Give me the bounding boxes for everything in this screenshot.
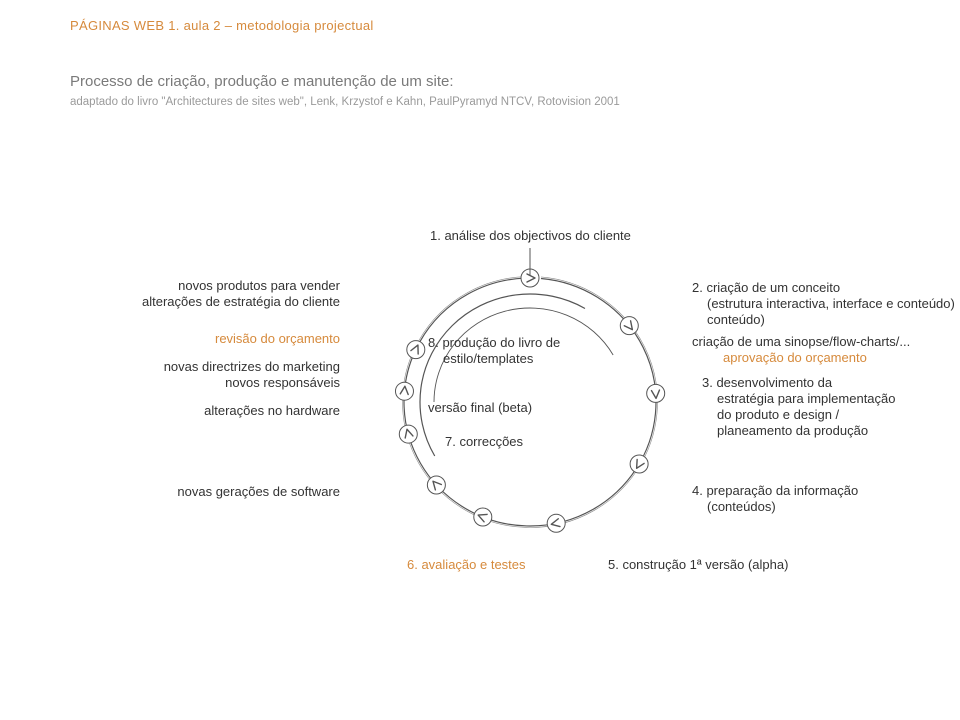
- step-3-line1: 3. desenvolvimento da: [702, 375, 952, 391]
- step-2-line1: 2. criação de um conceito: [692, 280, 942, 296]
- left-hardware: alterações no hardware: [100, 403, 340, 419]
- step-6-label: 6. avaliação e testes: [407, 557, 587, 573]
- step-3-line3: do produto e design /: [717, 407, 960, 423]
- left-responsaveis: novos responsáveis: [60, 375, 340, 391]
- left-alteracoes-estrategia: alterações de estratégia do cliente: [60, 294, 340, 310]
- step-8-line2: estilo/templates: [443, 351, 623, 367]
- step-2-line2: (estrutura interactiva, interface e cont…: [707, 296, 957, 312]
- process-diagram: 1. análise dos objectivos do cliente 2. …: [0, 0, 960, 720]
- step-4-line1: 4. preparação da informação: [692, 483, 942, 499]
- step-8-line1: 8. produção do livro de: [428, 335, 608, 351]
- aprovacao-label: aprovação do orçamento: [723, 350, 953, 366]
- step-3-line2: estratégia para implementação: [717, 391, 960, 407]
- versao-final-label: versão final (beta): [428, 400, 588, 416]
- left-novos-produtos: novos produtos para vender: [60, 278, 340, 294]
- step-1-label: 1. análise dos objectivos do cliente: [430, 228, 730, 244]
- step-5-label: 5. construção 1ª versão (alpha): [608, 557, 858, 573]
- sinopse-label: criação de uma sinopse/flow-charts/...: [692, 334, 952, 350]
- step-7-label: 7. correcções: [445, 434, 595, 450]
- left-revisao-orcamento: revisão do orçamento: [100, 331, 340, 347]
- step-2-line3: conteúdo): [707, 312, 957, 328]
- step-3-line4: planeamento da produção: [717, 423, 960, 439]
- left-software: novas gerações de software: [100, 484, 340, 500]
- step-4-line2: (conteúdos): [707, 499, 957, 515]
- left-directrizes: novas directrizes do marketing: [60, 359, 340, 375]
